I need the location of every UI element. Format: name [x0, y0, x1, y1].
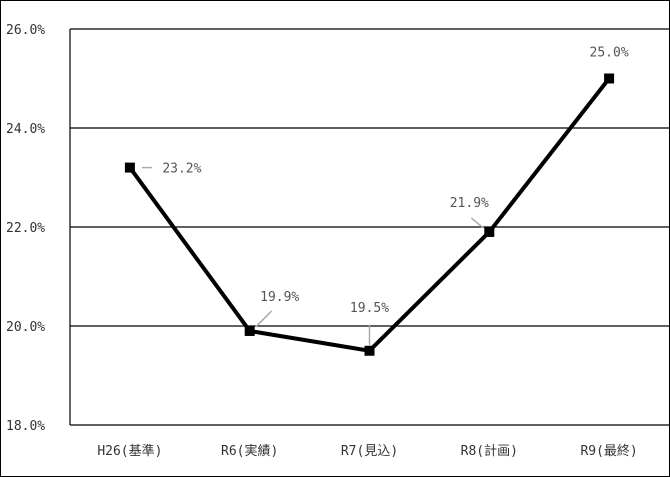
y-tick-label: 22.0% [6, 221, 45, 236]
y-tick-label: 26.0% [6, 23, 45, 38]
y-tick-label: 24.0% [6, 122, 45, 137]
data-label: 19.5% [350, 301, 389, 316]
y-tick-label: 18.0% [6, 419, 45, 434]
data-label: 23.2% [162, 162, 201, 177]
x-tick-label: R7(見込) [341, 444, 398, 459]
x-tick-label: R6(実績) [221, 443, 278, 459]
data-label: 25.0% [590, 46, 629, 61]
data-label-leader [255, 310, 273, 328]
data-label-leader [470, 217, 484, 229]
data-point [124, 162, 135, 173]
x-tick-label: R8(計画) [461, 443, 518, 459]
data-point [244, 325, 255, 336]
data-label: 21.9% [450, 196, 489, 211]
data-point [364, 345, 375, 356]
x-tick-label: H26(基準) [97, 443, 162, 459]
data-label: 19.9% [260, 290, 299, 305]
data-point [604, 73, 615, 84]
y-tick-label: 20.0% [6, 320, 45, 335]
x-tick-label: R9(最終) [580, 443, 637, 459]
data-point [484, 226, 495, 237]
